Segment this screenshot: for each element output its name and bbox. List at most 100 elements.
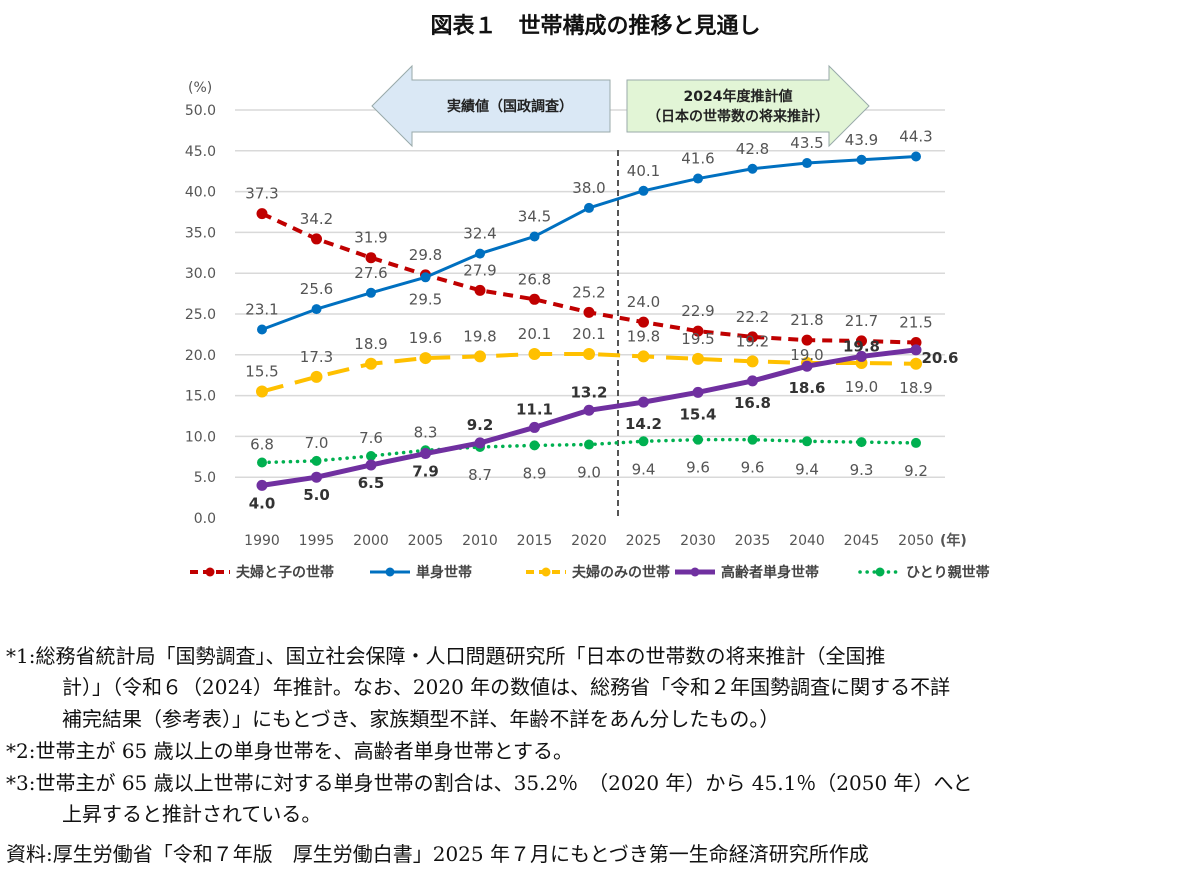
legend-label: 夫婦のみの世帯 [572,564,670,581]
x-tick-label: 2040 [789,533,825,549]
data-point [475,248,485,259]
data-point [638,396,649,408]
data-point [692,352,704,365]
actual-arrow: 実績値（国政調査） [371,64,611,148]
data-point [583,306,595,318]
legend-marker [875,567,885,577]
y-tick-label: 5.0 [194,470,216,486]
legend-marker [385,567,395,577]
projection-arrow: 2024年度推計値 （日本の世帯数の将来推計） [626,64,870,148]
data-point [746,355,759,368]
data-label: 9.6 [686,459,710,477]
legend-marker [205,567,215,577]
data-point [420,272,431,283]
data-point [529,231,540,242]
data-point [529,440,540,451]
data-point [257,457,267,468]
data-label: 26.8 [518,270,551,288]
footnote-1-cont: 計）」（令和６（2024）年推計。なお、2020 年の数値は、総務省「令和２年国… [62,675,951,699]
data-point [474,350,486,363]
data-point [693,173,703,184]
data-label: 27.9 [463,261,496,279]
data-label: 13.2 [570,383,607,401]
series-lines [256,151,922,491]
data-label: 9.3 [850,461,874,479]
data-label: 29.8 [409,246,442,264]
data-point [584,202,594,213]
footnote-3: *3:世帯主が 65 歳以上世帯に対する単身世帯の割合は、35.2％ （2020… [6,771,973,795]
data-point [747,331,758,343]
data-point [856,437,867,448]
x-tick-label: 2035 [735,533,771,549]
y-tick-label: 15.0 [185,389,216,405]
data-point [529,293,540,305]
data-label: 25.2 [572,283,605,301]
data-point [637,350,650,363]
y-tick-label: 50.0 [185,103,216,119]
data-label: 20.1 [572,325,605,343]
x-tick-label: 2045 [844,533,880,549]
data-point [528,347,541,360]
data-point [256,385,268,398]
x-tick-label: 2010 [462,533,498,549]
data-label: 19.5 [681,330,714,348]
legend: 夫婦と子の世帯 単身世帯 夫婦のみの世帯 高齢者単身世帯 ひとり親世帯 [190,564,990,581]
x-axis-ticks: 1990 1995 2000 2005 2010 2015 2020 2025 2030 2035… [244,533,934,549]
x-tick-label: 1990 [244,533,280,549]
y-tick-label: 20.0 [185,348,216,364]
data-point [911,151,921,162]
data-label: 8.9 [523,464,547,482]
footnote-1: *1:総務省統計局「国勢調査」、国立社会保障・人口問題研究所「日本の世帯数の将来… [6,644,886,668]
legend-item: 高齢者単身世帯 [675,564,819,581]
data-point [365,459,377,471]
data-label: 11.1 [516,400,553,418]
y-tick-label: 35.0 [185,225,216,241]
data-label: 9.4 [632,460,656,478]
data-point [747,163,758,174]
data-point [366,450,376,461]
data-point [257,324,267,335]
data-point [801,334,813,346]
x-tick-label: 2000 [353,533,389,549]
data-point [420,448,431,460]
data-point [529,421,540,433]
data-point [311,304,322,315]
data-label: 19.8 [843,337,880,355]
data-point [638,185,649,196]
data-point [856,154,867,165]
legend-item: 夫婦と子の世帯 [190,564,334,581]
data-label: 38.0 [572,179,605,197]
legend-label: 夫婦と子の世帯 [236,564,334,581]
data-label: 14.2 [625,415,662,433]
data-label: 19.8 [627,327,660,345]
x-tick-label: 1995 [299,533,335,549]
data-label: 9.0 [577,464,601,482]
data-point [583,404,595,416]
x-tick-label: 2030 [680,533,716,549]
data-point [310,370,323,383]
data-label: 18.9 [899,379,932,397]
data-label: 15.4 [679,405,716,423]
source-note: 資料:厚生労働省「令和７年版 厚生労働白書」2025 年７月にもとづき第一生命経… [6,842,869,866]
data-point [638,316,649,328]
data-label: 29.5 [409,290,442,308]
legend-item: ひとり親世帯 [858,564,990,581]
footnote-3-cont: 上昇すると推計されている。 [62,802,322,826]
projection-label-1: 2024年度推計値 [684,88,793,105]
data-label: 9.4 [795,460,819,478]
y-tick-label: 25.0 [185,307,216,323]
data-point [747,375,758,387]
data-label: 43.9 [845,131,878,149]
data-point [584,439,594,450]
data-label: 43.5 [790,134,823,152]
data-label: 7.0 [305,434,329,452]
data-label: 21.8 [790,311,823,329]
legend-marker [541,567,551,577]
data-label: 19.0 [845,378,878,396]
series-0 [256,208,922,349]
x-tick-label: 2025 [626,533,662,549]
data-label: 42.8 [736,140,769,158]
data-point [311,233,322,245]
legend-item: 単身世帯 [370,564,472,581]
data-label: 6.8 [250,436,274,454]
